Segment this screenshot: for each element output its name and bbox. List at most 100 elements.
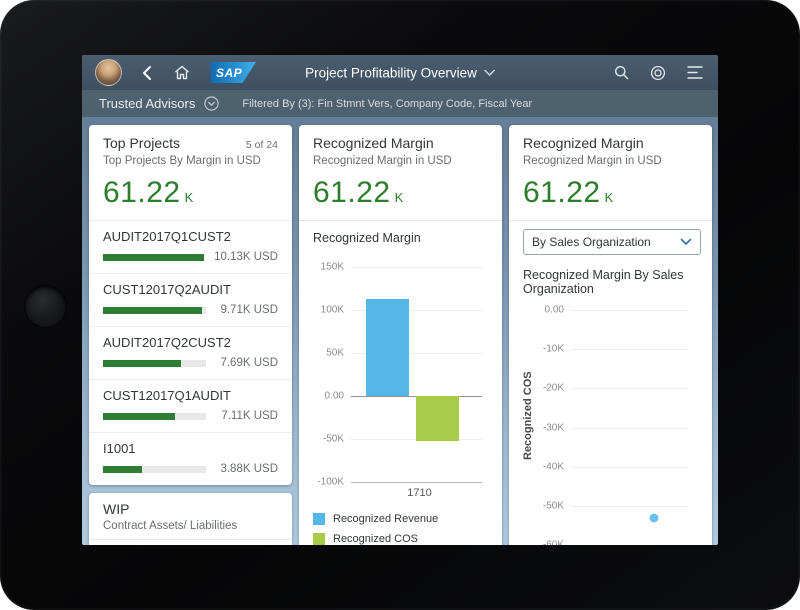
search-button[interactable] (611, 63, 631, 83)
progress-track (103, 359, 206, 367)
legend-swatch-revenue (313, 513, 325, 525)
expand-chevron-circle-icon[interactable] (204, 96, 219, 111)
page-title: Project Profitability Overview (305, 65, 477, 80)
scatter-dimension-select[interactable]: By Sales Organization (523, 229, 701, 255)
copilot-icon (650, 65, 666, 80)
card-top-projects[interactable]: Top Projects 5 of 24 Top Projects By Mar… (89, 125, 292, 485)
column-2: Recognized Margin Recognized Margin in U… (299, 125, 502, 545)
y-tick-label: -100K (317, 476, 344, 488)
y-tick-label: 50K (326, 347, 344, 359)
kpi-number: 61.22 (103, 176, 181, 209)
project-value: 9.71K USD (220, 304, 278, 316)
progress-track (103, 306, 206, 314)
scatter-chart-title: Recognized Margin By Sales Organization (523, 268, 684, 296)
chevron-down-icon (484, 69, 495, 76)
gridline (571, 427, 688, 429)
back-chevron-icon (143, 65, 151, 80)
kpi-unit: K (394, 190, 404, 205)
gridline (571, 466, 688, 468)
project-value: 10.13K USD (214, 251, 278, 263)
bar-category-label: 1710 (407, 487, 432, 499)
progress-fill (103, 465, 143, 473)
gridline (351, 482, 482, 483)
menu-button[interactable] (685, 63, 705, 83)
sap-logo-text: SAP (216, 65, 243, 80)
card-recognized-margin-scatter[interactable]: Recognized Margin Recognized Margin in U… (509, 125, 712, 545)
kpi-value: 61.22 K (313, 176, 488, 210)
legend-item-revenue[interactable]: Recognized Revenue (313, 513, 488, 525)
tablet-camera (25, 286, 66, 327)
project-list-item[interactable]: AUDIT2017Q2CUST2 7.69K USD (89, 326, 292, 379)
kpi-value: 61.22 K (103, 176, 278, 210)
card-wip[interactable]: WIP Contract Assets/ Liabilities By Comp… (89, 493, 292, 545)
card-subtitle: Recognized Margin in USD (313, 155, 452, 167)
app-title-menu[interactable]: Project Profitability Overview (305, 65, 495, 80)
project-value: 3.88K USD (220, 463, 278, 475)
scatter-chart: Recognized COS 0.00 -10K -20K -30K -40K -50K -… (522, 305, 698, 545)
progress-track (103, 465, 206, 473)
screen: SAP Project Profitability Overview (82, 55, 718, 545)
gridline (571, 388, 688, 390)
project-value: 7.11K USD (221, 410, 278, 422)
y-tick-label: 0.00 (544, 304, 564, 316)
user-avatar[interactable] (95, 59, 122, 86)
scatter-y-axis-title: Recognized COS (522, 371, 534, 460)
y-tick-label: -50K (542, 500, 564, 512)
progress-fill (103, 306, 202, 314)
column-1: Top Projects 5 of 24 Top Projects By Mar… (89, 125, 292, 545)
bar-chart-legend: Recognized Revenue Recognized COS (299, 501, 502, 545)
legend-item-cos[interactable]: Recognized COS (313, 533, 488, 545)
project-list-item[interactable]: I1001 3.88K USD (89, 432, 292, 485)
bar-recognized-revenue[interactable] (366, 298, 410, 396)
card-title: WIP (103, 501, 130, 517)
chevron-down-icon (680, 238, 692, 246)
legend-swatch-cos (313, 533, 325, 545)
project-name: CUST12017Q1AUDIT (103, 388, 231, 403)
back-button[interactable] (137, 63, 157, 83)
kpi-value: 61.22 K (523, 176, 698, 210)
y-tick-label: -60K (542, 539, 564, 546)
y-tick-label: 100K (320, 304, 344, 316)
filter-bar: Trusted Advisors Filtered By (3): Fin St… (82, 90, 718, 117)
gridline (571, 310, 688, 311)
project-value: 7.69K USD (220, 357, 278, 369)
card-counter: 5 of 24 (245, 139, 278, 151)
home-button[interactable] (172, 63, 192, 83)
legend-label: Recognized COS (333, 533, 418, 545)
progress-track (103, 412, 206, 420)
project-list-item[interactable]: CUST12017Q1AUDIT 7.11K USD (89, 379, 292, 432)
divider (89, 539, 292, 540)
card-recognized-margin-bar[interactable]: Recognized Margin Recognized Margin in U… (299, 125, 502, 545)
filtered-by-text[interactable]: Filtered By (3): Fin Stmnt Vers, Company… (242, 97, 533, 110)
scatter-plot: 0.00 -10K -20K -30K -40K -50K -60K (543, 305, 688, 545)
legend-label: Recognized Revenue (333, 513, 439, 525)
shell-left-group: SAP (95, 59, 256, 86)
bar-recognized-cos[interactable] (415, 396, 460, 441)
progress-fill (103, 253, 205, 261)
scatter-data-point[interactable] (649, 513, 659, 523)
copilot-button[interactable] (648, 63, 668, 83)
progress-fill (103, 412, 176, 420)
menu-icon (687, 66, 703, 79)
gridline (571, 505, 688, 507)
bar-chart-title: Recognized Margin (313, 231, 421, 245)
gridline (351, 310, 482, 311)
card-title: Top Projects (103, 135, 181, 151)
dashboard-content: Top Projects 5 of 24 Top Projects By Mar… (82, 117, 718, 545)
gridline (351, 353, 482, 354)
y-tick-label: -20K (542, 382, 564, 394)
y-tick-label: 0.00 (324, 390, 344, 402)
progress-track (103, 253, 205, 261)
gridline (571, 349, 688, 351)
project-list-item[interactable]: CUST12017Q2AUDIT 9.71K USD (89, 273, 292, 326)
filter-group-label[interactable]: Trusted Advisors (99, 96, 196, 111)
wip-header: WIP Contract Assets/ Liabilities (89, 493, 292, 539)
project-list-item[interactable]: AUDIT2017Q1CUST2 10.13K USD (89, 220, 292, 273)
search-icon (614, 66, 628, 80)
y-tick-label: -30K (542, 422, 564, 433)
card-title: Recognized Margin (523, 135, 644, 151)
sap-logo[interactable]: SAP (211, 62, 256, 83)
kpi-number: 61.22 (313, 176, 391, 209)
y-tick-label: -10K (542, 343, 564, 355)
margin-scatter-header: Recognized Margin Recognized Margin in U… (509, 125, 712, 220)
